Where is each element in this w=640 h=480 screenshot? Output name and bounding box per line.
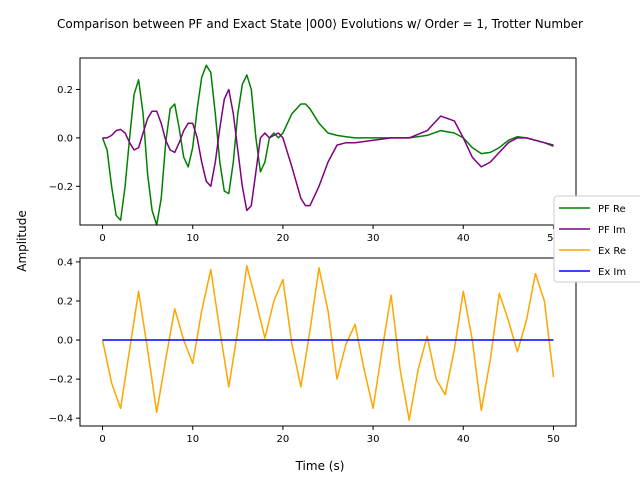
series-line-pf-re bbox=[101, 64, 554, 226]
bottom-subplot: 0 10 20 30 40 50 −0.4 −0.2 0.0 0.2 0.4 bbox=[49, 257, 577, 445]
bottom-axes-frame bbox=[79, 257, 577, 427]
x-tick-label: 50 bbox=[547, 233, 560, 244]
series-line-ex-re bbox=[101, 265, 555, 421]
y-axis-label: Amplitude bbox=[15, 210, 29, 272]
bottom-plot-area bbox=[101, 265, 555, 421]
y-tick-label: 0.4 bbox=[57, 257, 73, 268]
x-tick-label: 10 bbox=[186, 233, 199, 244]
x-tick-label: 20 bbox=[277, 233, 290, 244]
top-subplot: 0 10 20 30 40 50 −0.2 0.0 0.2 bbox=[49, 57, 577, 244]
x-tick-label: 20 bbox=[277, 434, 290, 445]
x-tick-label: 50 bbox=[547, 434, 560, 445]
top-x-ticks: 0 10 20 30 40 50 bbox=[99, 225, 560, 244]
legend-label: Ex Im bbox=[598, 267, 626, 278]
series-line-pf-im bbox=[102, 88, 554, 212]
bottom-x-ticks: 0 10 20 30 40 50 bbox=[99, 426, 560, 445]
legend-box bbox=[553, 195, 640, 283]
top-y-ticks: −0.2 0.0 0.2 bbox=[49, 85, 80, 193]
y-tick-label: 0.2 bbox=[57, 85, 73, 96]
legend-entries: PF Re PF Im Ex Re Ex Im bbox=[559, 204, 626, 278]
x-tick-label: 0 bbox=[99, 233, 105, 244]
x-axis-label: Time (s) bbox=[295, 459, 345, 473]
y-tick-label: −0.4 bbox=[49, 414, 73, 425]
figure-title: Comparison between PF and Exact State |0… bbox=[57, 17, 583, 31]
x-tick-label: 40 bbox=[457, 233, 470, 244]
x-tick-label: 30 bbox=[367, 233, 380, 244]
y-tick-label: 0.0 bbox=[57, 336, 73, 347]
legend-label: PF Re bbox=[598, 204, 626, 215]
legend-label: Ex Re bbox=[598, 246, 626, 257]
top-axes-frame bbox=[79, 57, 577, 226]
y-tick-label: −0.2 bbox=[49, 182, 73, 193]
legend: PF Re PF Im Ex Re Ex Im bbox=[553, 195, 640, 283]
y-tick-label: −0.2 bbox=[49, 375, 73, 386]
legend-label: PF Im bbox=[598, 225, 626, 236]
x-tick-label: 40 bbox=[457, 434, 470, 445]
x-tick-label: 0 bbox=[99, 434, 105, 445]
x-tick-label: 30 bbox=[367, 434, 380, 445]
bottom-y-ticks: −0.4 −0.2 0.0 0.2 0.4 bbox=[49, 257, 80, 425]
y-tick-label: 0.2 bbox=[57, 296, 73, 307]
top-plot-area bbox=[101, 64, 554, 226]
x-tick-label: 10 bbox=[186, 434, 199, 445]
y-tick-label: 0.0 bbox=[57, 133, 73, 144]
